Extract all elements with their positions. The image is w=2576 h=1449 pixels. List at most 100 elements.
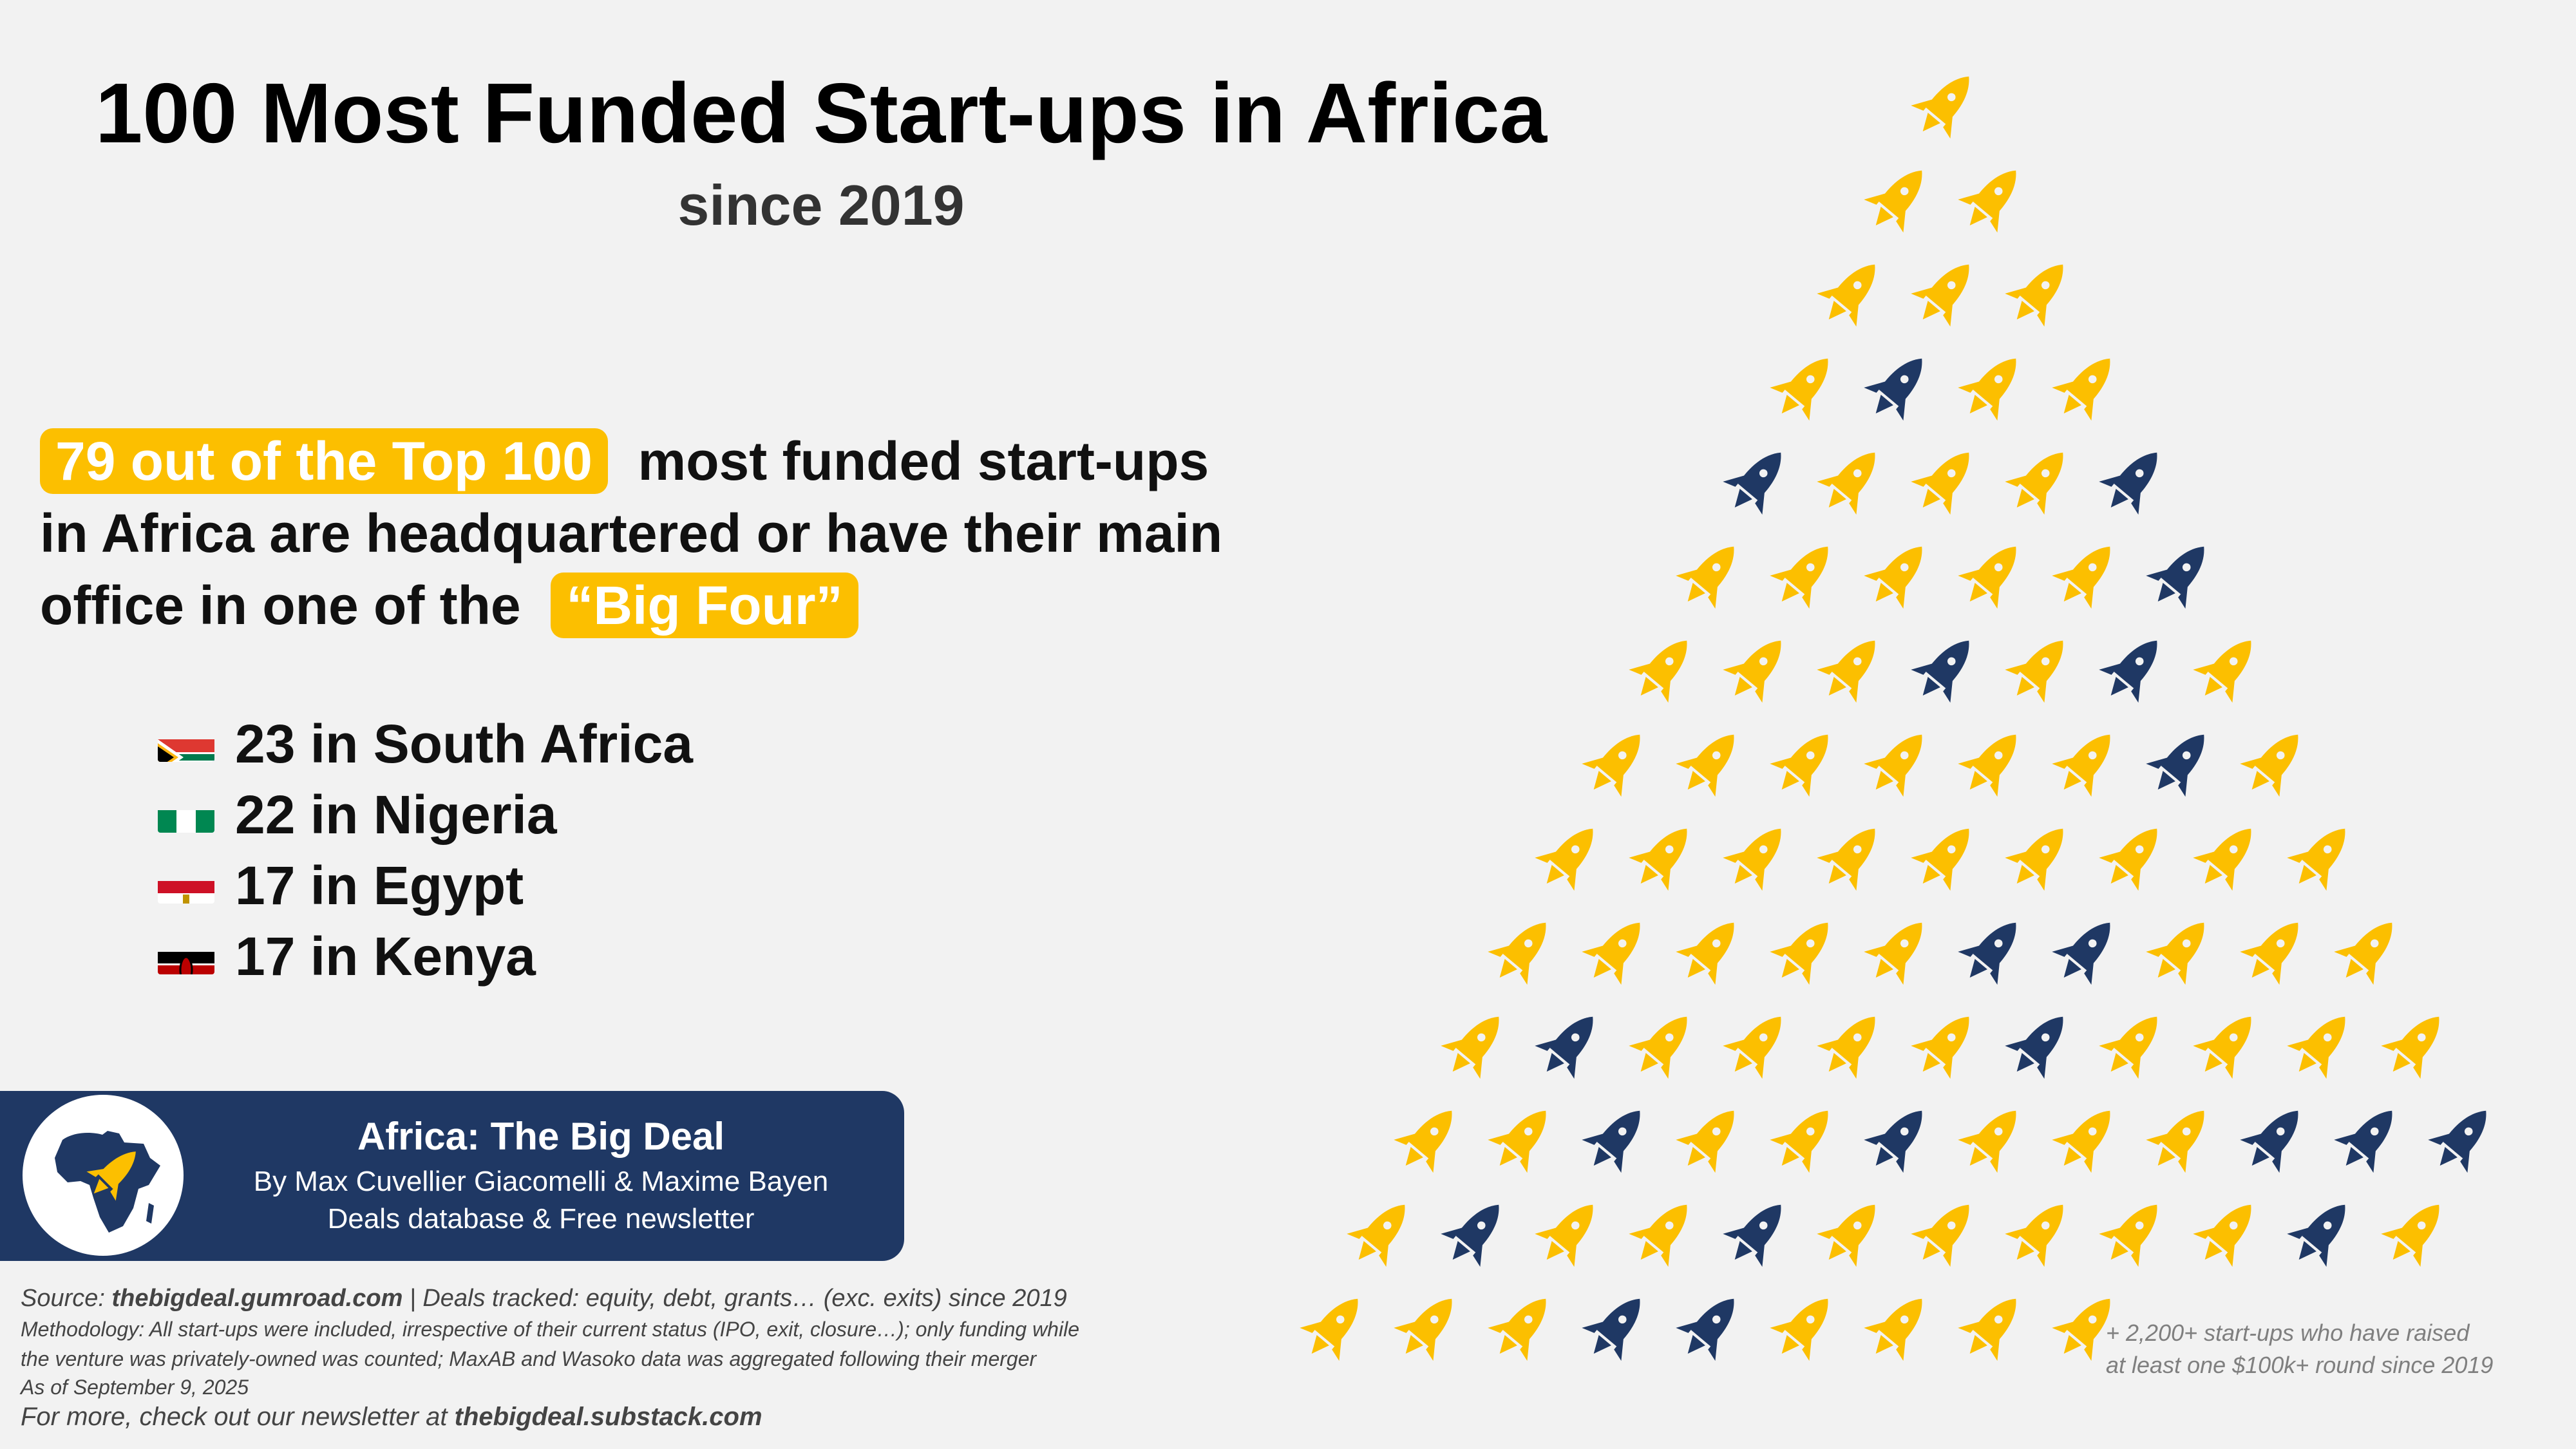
rocket-big-four-icon <box>1770 1110 1828 1173</box>
rocket-big-four-icon <box>1911 1204 1969 1267</box>
country-row: 17 in Kenya <box>158 921 693 992</box>
rocket-big-four-icon <box>1629 640 1687 703</box>
rocket-big-four-icon <box>1535 1204 1593 1267</box>
rocket-big-four-icon <box>1770 1298 1828 1361</box>
rocket-big-four-icon <box>1723 1016 1781 1079</box>
rocket-big-four-icon <box>2240 734 2298 797</box>
rocket-big-four-icon <box>1817 264 1875 327</box>
lead-line-3-start: office in one of the <box>40 575 521 636</box>
rocket-big-four-icon <box>1676 1110 1734 1173</box>
rocket-big-four-icon <box>1300 1298 1358 1361</box>
rocket-other-icon <box>2099 640 2157 703</box>
rocket-big-four-icon <box>2005 1204 2063 1267</box>
rocket-big-four-icon <box>2099 828 2157 891</box>
rocket-big-four-icon <box>1958 546 2016 609</box>
rocket-big-four-icon <box>2287 1016 2345 1079</box>
rocket-big-four-icon <box>1864 922 1922 985</box>
country-label: 23 in South Africa <box>235 713 694 774</box>
rocket-big-four-icon <box>1864 1298 1922 1361</box>
highlight-big-four: “Big Four” <box>551 573 858 638</box>
rocket-big-four-icon <box>2146 922 2204 985</box>
rocket-big-four-icon <box>2334 922 2392 985</box>
rocket-big-four-icon <box>1394 1110 1452 1173</box>
rocket-big-four-icon <box>1723 640 1781 703</box>
lead-line-3: office in one of the “Big Four” <box>40 569 1264 641</box>
rocket-big-four-icon <box>2381 1204 2439 1267</box>
banner-title: Africa: The Big Deal <box>357 1115 725 1158</box>
rocket-other-icon <box>2099 452 2157 515</box>
rocket-big-four-icon <box>2099 1204 2157 1267</box>
country-label: 22 in Nigeria <box>235 784 557 845</box>
banner-authors: By Max Cuvellier Giacomelli & Maxime Bay… <box>253 1166 829 1197</box>
rocket-big-four-icon <box>2193 640 2251 703</box>
country-row: 23 in South Africa <box>158 708 693 779</box>
rocket-big-four-icon <box>2240 922 2298 985</box>
footnote-line-2: at least one $100k+ round since 2019 <box>2106 1352 2494 1378</box>
rocket-big-four-icon <box>2005 452 2063 515</box>
rocket-other-icon <box>2287 1204 2345 1267</box>
rocket-big-four-icon <box>1911 828 1969 891</box>
page-title: 100 Most Funded Start-ups in Africa <box>95 66 1548 160</box>
rocket-big-four-icon <box>1770 358 1828 421</box>
rocket-other-icon <box>1535 1016 1593 1079</box>
rocket-big-four-icon <box>1911 452 1969 515</box>
rocket-other-icon <box>1864 1110 1922 1173</box>
rocket-big-four-icon <box>2052 1110 2110 1173</box>
rocket-big-four-icon <box>1723 828 1781 891</box>
rocket-other-icon <box>2240 1110 2298 1173</box>
rocket-big-four-icon <box>1864 734 1922 797</box>
country-label: 17 in Kenya <box>235 925 536 987</box>
page-subtitle: since 2019 <box>677 173 965 237</box>
africa-logo-icon <box>23 1095 184 1256</box>
source-prefix: Source: <box>21 1285 105 1312</box>
rocket-big-four-icon <box>1347 1204 1405 1267</box>
as-of-date: As of September 9, 2025 <box>21 1376 249 1399</box>
lead-line-1-rest: most funded start-ups <box>638 431 1209 491</box>
highlight-top100: 79 out of the Top 100 <box>40 428 608 494</box>
kenya-flag-icon <box>158 938 214 974</box>
rocket-big-four-icon <box>1629 828 1687 891</box>
newsletter-link[interactable]: thebigdeal.substack.com <box>454 1403 762 1431</box>
rocket-big-four-icon <box>2052 358 2110 421</box>
rocket-big-four-icon <box>2099 1016 2157 1079</box>
rocket-big-four-icon <box>1676 922 1734 985</box>
lead-line-1: 79 out of the Top 100 most funded start-… <box>40 425 1264 497</box>
rocket-big-four-icon <box>1488 1110 1546 1173</box>
rocket-big-four-icon <box>1441 1016 1499 1079</box>
rocket-other-icon <box>1911 640 1969 703</box>
rocket-other-icon <box>1582 1298 1640 1361</box>
rocket-big-four-icon <box>2193 828 2251 891</box>
lead-line-2: in Africa are headquartered or have thei… <box>40 503 1223 564</box>
source-link[interactable]: thebigdeal.gumroad.com <box>111 1285 403 1312</box>
rocket-big-four-icon <box>1676 546 1734 609</box>
rocket-other-icon <box>1723 1204 1781 1267</box>
rocket-big-four-icon <box>2287 828 2345 891</box>
rocket-big-four-icon <box>2005 828 2063 891</box>
country-row: 17 in Egypt <box>158 850 693 921</box>
egypt-flag-icon <box>158 867 214 904</box>
rocket-big-four-icon <box>1864 546 1922 609</box>
rocket-big-four-icon <box>1676 734 1734 797</box>
source-line: Source: thebigdeal.gumroad.com | Deals t… <box>21 1285 1067 1312</box>
rocket-big-four-icon <box>2193 1016 2251 1079</box>
rocket-big-four-icon <box>1582 734 1640 797</box>
rocket-big-four-icon <box>1817 828 1875 891</box>
rocket-big-four-icon <box>1958 170 2016 233</box>
rocket-big-four-icon <box>1770 922 1828 985</box>
rocket-big-four-icon <box>1958 1298 2016 1361</box>
rocket-other-icon <box>1676 1298 1734 1361</box>
rocket-other-icon <box>1864 358 1922 421</box>
rocket-big-four-icon <box>1864 170 1922 233</box>
country-label: 17 in Egypt <box>235 855 524 916</box>
rocket-big-four-icon <box>1629 1016 1687 1079</box>
rocket-big-four-icon <box>1817 1016 1875 1079</box>
rocket-big-four-icon <box>2193 1204 2251 1267</box>
lead-text: 79 out of the Top 100 most funded start-… <box>40 425 1264 641</box>
rocket-big-four-icon <box>1911 1016 1969 1079</box>
rocket-other-icon <box>2334 1110 2392 1173</box>
country-row: 22 in Nigeria <box>158 779 693 850</box>
source-rest: | Deals tracked: equity, debt, grants… (… <box>409 1285 1067 1312</box>
rocket-big-four-icon <box>1958 1110 2016 1173</box>
rocket-other-icon <box>1582 1110 1640 1173</box>
